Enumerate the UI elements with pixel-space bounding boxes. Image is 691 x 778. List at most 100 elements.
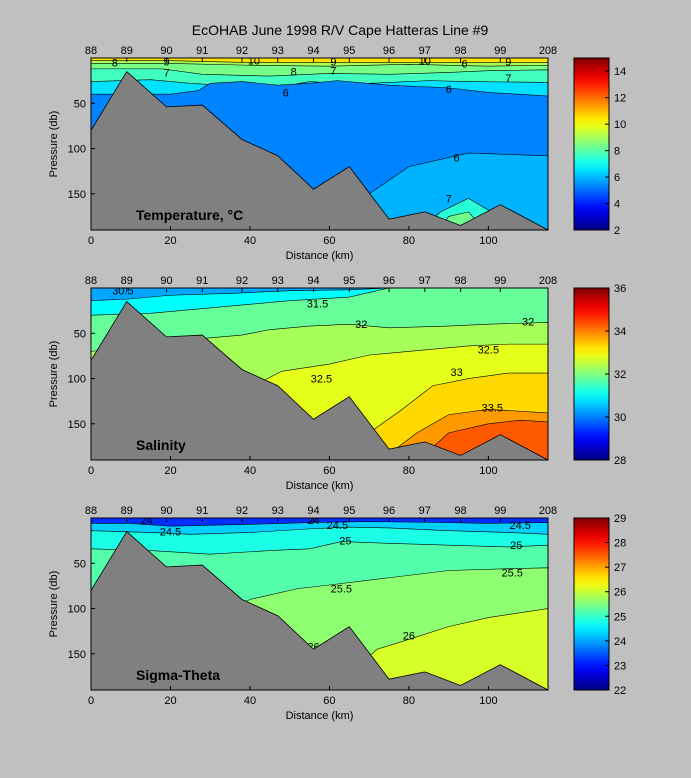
contour-label: 25 bbox=[339, 536, 351, 548]
contour-label: 31.5 bbox=[307, 298, 328, 310]
y-tick-label: 150 bbox=[68, 189, 86, 201]
colorbar bbox=[573, 287, 610, 461]
station-label: 98 bbox=[454, 505, 466, 517]
y-axis-label: Pressure (db) bbox=[48, 111, 60, 178]
contour-label: 8 bbox=[291, 67, 297, 79]
y-axis-label: Pressure (db) bbox=[48, 341, 60, 408]
colorbar-tick-label: 10 bbox=[614, 119, 626, 131]
colorbar-tick-label: 29 bbox=[614, 513, 626, 525]
station-label: 96 bbox=[383, 45, 395, 57]
station-label: 95 bbox=[343, 505, 355, 517]
colorbar bbox=[573, 57, 610, 231]
colorbar-tick-label: 25 bbox=[614, 611, 626, 623]
variable-label: Salinity bbox=[136, 437, 186, 453]
y-tick-label: 150 bbox=[68, 419, 86, 431]
contour-label: 33 bbox=[450, 367, 462, 379]
station-label: 90 bbox=[160, 275, 172, 287]
colorbar-tick-label: 32 bbox=[614, 369, 626, 381]
x-tick-label: 80 bbox=[403, 465, 415, 477]
contour-label: 6 bbox=[283, 87, 289, 99]
station-label: 208 bbox=[539, 275, 557, 287]
contour-label: 24 bbox=[307, 515, 319, 527]
station-label: 93 bbox=[272, 505, 284, 517]
contour-label: 7 bbox=[446, 193, 452, 205]
station-label: 98 bbox=[454, 275, 466, 287]
x-tick-label: 80 bbox=[403, 695, 415, 707]
x-axis-label: Distance (km) bbox=[286, 250, 354, 262]
variable-label: Sigma-Theta bbox=[136, 667, 220, 683]
contour-label: 32 bbox=[355, 319, 367, 331]
axes-box bbox=[90, 517, 549, 691]
colorbar bbox=[573, 517, 610, 691]
station-label: 96 bbox=[383, 275, 395, 287]
contour-label: 24.5 bbox=[509, 520, 530, 532]
colorbar-tick-label: 26 bbox=[614, 587, 626, 599]
contour-label: 30.5 bbox=[112, 286, 133, 298]
contour-label: 32.5 bbox=[478, 345, 499, 357]
colorbar-tick-label: 2 bbox=[614, 225, 620, 237]
seafloor-mask bbox=[91, 70, 548, 230]
colorbar-tick-label: 22 bbox=[614, 685, 626, 697]
contour-label: 25.5 bbox=[502, 567, 523, 579]
station-label: 99 bbox=[494, 275, 506, 287]
x-tick-label: 100 bbox=[479, 235, 497, 247]
contour-label: 33.5 bbox=[482, 402, 503, 414]
contour-label: 25.5 bbox=[331, 584, 352, 596]
seafloor-mask bbox=[91, 530, 548, 690]
contour-label: 24.5 bbox=[327, 520, 348, 532]
colorbar-tick-label: 6 bbox=[614, 172, 620, 184]
y-tick-label: 50 bbox=[74, 328, 86, 340]
colorbar-tick-label: 14 bbox=[614, 66, 626, 78]
contour-label: 24.5 bbox=[160, 527, 181, 539]
contour-label: 32.5 bbox=[311, 374, 332, 386]
station-label: 97 bbox=[419, 275, 431, 287]
contour-label: 6 bbox=[454, 153, 460, 165]
station-label: 93 bbox=[272, 275, 284, 287]
variable-label: Temperature, °C bbox=[136, 207, 243, 223]
colorbar-tick-label: 28 bbox=[614, 538, 626, 550]
contour-label: 7 bbox=[163, 67, 169, 79]
x-tick-label: 40 bbox=[244, 695, 256, 707]
colorbar-tick-label: 34 bbox=[614, 326, 626, 338]
contour-label: 10 bbox=[419, 56, 431, 68]
station-label: 92 bbox=[236, 505, 248, 517]
station-label: 208 bbox=[539, 45, 557, 57]
axes-box bbox=[90, 287, 549, 461]
x-tick-label: 60 bbox=[323, 465, 335, 477]
x-tick-label: 100 bbox=[479, 695, 497, 707]
station-label: 88 bbox=[85, 45, 97, 57]
x-axis-label: Distance (km) bbox=[286, 710, 354, 722]
station-label: 94 bbox=[307, 275, 319, 287]
colorbar-tick-label: 28 bbox=[614, 455, 626, 467]
contour-label: 7 bbox=[505, 73, 511, 85]
station-label: 99 bbox=[494, 505, 506, 517]
seafloor-mask bbox=[91, 300, 548, 460]
station-label: 93 bbox=[272, 45, 284, 57]
station-label: 97 bbox=[419, 45, 431, 57]
contour-label: 26 bbox=[403, 631, 415, 643]
contour-label: 9 bbox=[163, 57, 169, 69]
station-label: 96 bbox=[383, 505, 395, 517]
x-tick-label: 80 bbox=[403, 235, 415, 247]
station-label: 88 bbox=[85, 275, 97, 287]
contour-label: 7 bbox=[330, 66, 336, 78]
contour-label: 6 bbox=[446, 84, 452, 96]
colorbar-tick-label: 8 bbox=[614, 146, 620, 158]
x-tick-label: 20 bbox=[164, 235, 176, 247]
colorbar-tick-label: 4 bbox=[614, 199, 620, 211]
x-tick-label: 0 bbox=[88, 695, 94, 707]
y-tick-label: 100 bbox=[68, 374, 86, 386]
station-label: 89 bbox=[121, 275, 133, 287]
contour-label: 9 bbox=[330, 57, 336, 69]
contour-label: 10 bbox=[248, 56, 260, 68]
station-label: 208 bbox=[539, 505, 557, 517]
y-axis-label: Pressure (db) bbox=[48, 571, 60, 638]
colorbar-tick-label: 27 bbox=[614, 562, 626, 574]
contour-label: 25 bbox=[510, 540, 522, 552]
station-label: 89 bbox=[121, 45, 133, 57]
x-tick-label: 60 bbox=[323, 235, 335, 247]
